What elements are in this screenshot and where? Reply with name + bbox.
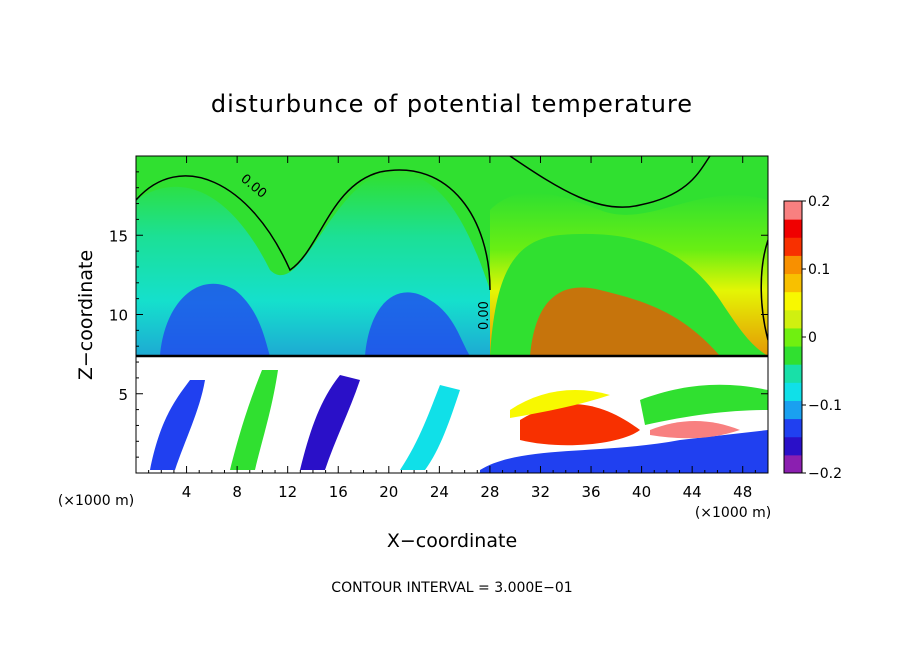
- colorbar-swatch: [784, 237, 802, 256]
- y-tick-label: 15: [109, 227, 128, 245]
- y-axis-label: Z−coordinate: [75, 250, 97, 380]
- lower-pattern-pink-1: [650, 421, 740, 439]
- x-tick-label: 40: [632, 483, 651, 501]
- field-cool-core-2: [365, 292, 470, 356]
- x-tick-label: 28: [480, 483, 499, 501]
- colorbar: 0.2 0.1 0 −0.1 −0.2: [783, 194, 842, 482]
- colorbar-tick-label: −0.2: [808, 466, 842, 482]
- field-warm-core: [530, 287, 720, 356]
- x-tick-label: 24: [430, 483, 449, 501]
- x-tick-label: 44: [683, 483, 702, 501]
- colorbar-swatch: [784, 454, 802, 474]
- x-axis: 4 8 12 16 20 24 28 32 36 40 44 48: [148, 156, 756, 501]
- colorbar-swatch: [784, 273, 802, 293]
- colorbar-swatch: [784, 382, 802, 401]
- field-warm-region-right: [490, 192, 768, 356]
- lower-pattern-green-2: [640, 384, 768, 425]
- colorbar-swatch: [784, 364, 802, 383]
- y-tick-label: 10: [109, 307, 128, 325]
- lower-pattern-yellow-1: [510, 390, 610, 418]
- contour-label: 0.00: [477, 301, 492, 330]
- colorbar-swatch: [784, 291, 802, 311]
- colorbar-swatch: [784, 346, 802, 365]
- y-tick-label: 5: [118, 386, 128, 404]
- x-unit-left: (×1000 m): [58, 493, 134, 509]
- colorbar-swatch: [784, 255, 802, 275]
- colorbar-swatch: [784, 327, 802, 347]
- colorbar-tick-label: 0.1: [808, 262, 830, 278]
- colorbar-tick-label: −0.1: [808, 398, 842, 414]
- x-unit-right: (×1000 m): [695, 505, 771, 521]
- x-tick-label: 16: [329, 483, 348, 501]
- lower-pattern-blue-3: [480, 430, 768, 473]
- colorbar-swatch: [784, 201, 802, 220]
- y-axis: 5 10 15: [109, 171, 768, 458]
- x-tick-label: 12: [278, 483, 297, 501]
- colorbar-swatch: [784, 219, 802, 238]
- lower-pattern-blue-2: [300, 375, 360, 470]
- contour-interval-note: CONTOUR INTERVAL = 3.000E−01: [331, 580, 572, 596]
- colorbar-swatch: [784, 436, 802, 456]
- x-tick-label: 32: [531, 483, 550, 501]
- colorbar-swatch: [784, 418, 802, 438]
- colorbar-swatch: [784, 400, 802, 420]
- contour-line-upper-left: [136, 169, 491, 291]
- x-tick-label: 4: [182, 483, 192, 501]
- lower-pattern-red-1: [520, 403, 640, 446]
- colorbar-tick-label: 0.2: [808, 194, 830, 210]
- lower-pattern-cyan-1: [400, 385, 460, 470]
- colorbar-swatch: [784, 309, 802, 329]
- contour-line-right-edge: [760, 239, 768, 341]
- plot-area: [136, 156, 768, 473]
- lower-pattern-green-1: [230, 370, 278, 470]
- colorbar-tick-label: 0: [808, 330, 817, 346]
- field-cool-core-1: [160, 283, 270, 356]
- x-axis-label: X−coordinate: [387, 530, 517, 552]
- x-tick-label: 20: [379, 483, 398, 501]
- x-tick-label: 36: [581, 483, 600, 501]
- chart-title: disturbunce of potential temperature: [211, 90, 693, 118]
- x-tick-label: 48: [733, 483, 752, 501]
- x-tick-label: 8: [232, 483, 242, 501]
- contour-line-upper-right: [509, 156, 711, 208]
- lower-pattern-blue-1: [150, 380, 205, 470]
